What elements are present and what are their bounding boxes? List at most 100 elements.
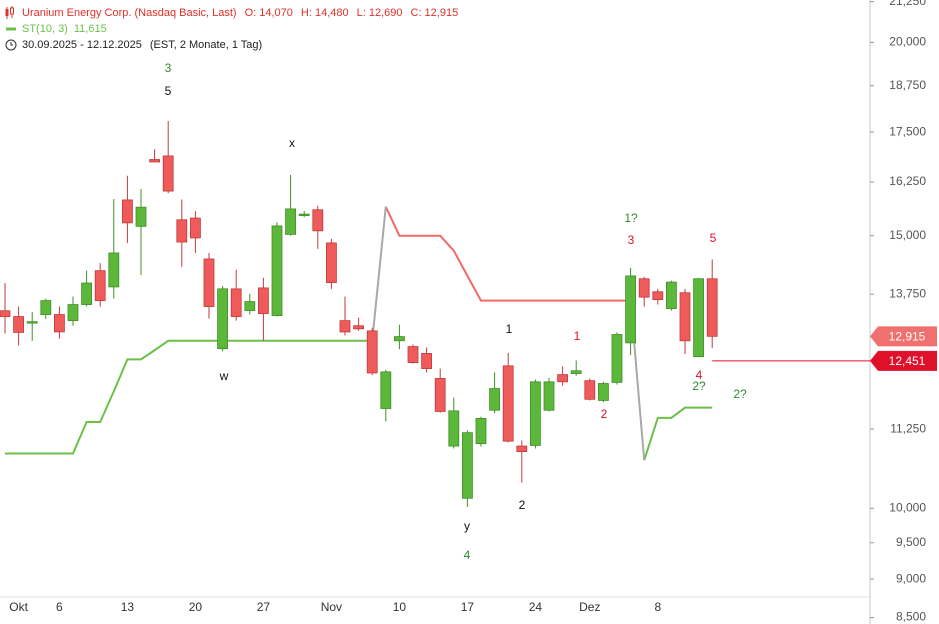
candle-body xyxy=(584,380,596,400)
candle-body xyxy=(325,242,337,283)
candle-body xyxy=(26,321,38,324)
x-tick-label: Okt xyxy=(9,600,28,614)
x-tick-label: 8 xyxy=(654,600,661,614)
x-tick-label: 13 xyxy=(121,600,135,614)
wave-label: 1 xyxy=(574,329,581,343)
candle-body xyxy=(366,330,378,374)
x-tick-label: 24 xyxy=(529,600,543,614)
y-tick-label: 20,000 xyxy=(889,35,926,49)
chart-title: Uranium Energy Corp. (Nasdaq Basic, Last… xyxy=(22,7,237,19)
candle-body xyxy=(94,270,106,301)
candle-body xyxy=(434,378,446,412)
candle-body xyxy=(353,325,365,330)
y-tick-label: 10,000 xyxy=(889,500,926,514)
wave-label: 5 xyxy=(165,84,172,98)
y-tick-label: 21,250 xyxy=(889,0,926,8)
x-tick-label: Dez xyxy=(579,600,600,614)
wave-label: 5 xyxy=(710,231,717,245)
candle-body xyxy=(339,320,351,333)
wave-label: 1 xyxy=(506,322,513,336)
last-price-label: 12,915 xyxy=(889,329,926,343)
wave-label: y xyxy=(464,519,470,533)
candle-body xyxy=(475,418,487,445)
y-tick-label: 13,750 xyxy=(889,286,926,300)
candle-body xyxy=(638,278,650,298)
candle-body xyxy=(530,381,541,446)
candle-body xyxy=(543,381,555,411)
candle-body xyxy=(706,278,718,337)
indicator-name: ST(10, 3) xyxy=(22,23,68,35)
supertrend-up xyxy=(5,339,373,455)
wave-label: w xyxy=(219,369,229,383)
wave-label: x xyxy=(289,136,295,150)
last-price-box xyxy=(870,326,937,347)
period: 30.09.2025 - 12.12.2025 xyxy=(22,39,142,51)
x-tick-label: 27 xyxy=(257,600,271,614)
candle-body xyxy=(625,275,636,344)
y-tick-label: 16,250 xyxy=(889,174,926,188)
y-tick-label: 15,000 xyxy=(889,228,926,242)
period-note: (EST, 2 Monate, 1 Tag) xyxy=(150,39,262,51)
candle-body xyxy=(176,219,188,243)
wave-label: 2 xyxy=(601,407,608,421)
supertrend-up xyxy=(643,406,713,461)
x-tick-label: 6 xyxy=(56,600,63,614)
wave-label: 2? xyxy=(692,379,706,393)
price-line-label: 12,451 xyxy=(889,354,926,368)
supertrend-switch xyxy=(371,206,387,341)
y-tick-label: 18,750 xyxy=(889,78,926,92)
x-tick-label: 20 xyxy=(189,600,203,614)
candle-body xyxy=(570,370,582,374)
indicator-value: 11,615 xyxy=(74,23,107,35)
candle-body xyxy=(122,199,133,224)
price-line-box xyxy=(870,350,937,371)
candle-body xyxy=(489,388,501,411)
candle-body xyxy=(81,282,92,305)
supertrend-down xyxy=(384,206,631,302)
wave-label: 4 xyxy=(696,368,703,382)
ohlc-label: H: 14,480 xyxy=(301,7,349,19)
candle-body xyxy=(461,432,473,499)
candle-body xyxy=(13,316,25,333)
candle-body xyxy=(693,278,704,358)
y-tick-label: 8,500 xyxy=(896,610,926,624)
y-tick-label: 17,500 xyxy=(889,124,926,138)
candle-body xyxy=(230,288,242,317)
candle-body xyxy=(257,287,269,314)
candle-body xyxy=(407,346,419,363)
candle-body xyxy=(312,209,324,232)
y-tick-label: 9,500 xyxy=(896,535,926,549)
candle-body xyxy=(162,155,174,192)
candle-body xyxy=(516,445,528,452)
candle-body xyxy=(40,300,52,315)
ohlc-label: O: 14,070 xyxy=(245,7,293,19)
ohlc-label: C: 12,915 xyxy=(411,7,459,19)
clock-icon xyxy=(5,39,17,51)
candle-body xyxy=(666,281,677,309)
y-tick-label: 11,250 xyxy=(890,421,926,435)
candle-body xyxy=(679,292,691,342)
wave-label: 4 xyxy=(464,548,471,562)
candle-body xyxy=(502,365,514,442)
wave-label: 2? xyxy=(733,387,747,401)
candle-body xyxy=(244,301,256,311)
wave-label: 1? xyxy=(624,211,638,225)
candle-body xyxy=(598,383,609,401)
candle-body xyxy=(54,314,65,333)
candle-body xyxy=(652,291,664,301)
candle-body xyxy=(611,334,623,383)
candle-body xyxy=(67,304,79,322)
x-tick-label: 17 xyxy=(461,600,475,614)
candle-body xyxy=(149,159,161,163)
wave-label: 3 xyxy=(628,233,635,247)
candle-body xyxy=(285,208,297,235)
candle-body xyxy=(271,225,283,316)
candle-body xyxy=(448,410,460,447)
wave-label: 2 xyxy=(519,498,526,512)
candle-body xyxy=(108,252,120,288)
symbol-icon xyxy=(5,6,14,19)
x-tick-label: Nov xyxy=(321,600,342,614)
ohlc-label: L: 12,690 xyxy=(357,7,403,19)
candle-body xyxy=(0,310,11,317)
